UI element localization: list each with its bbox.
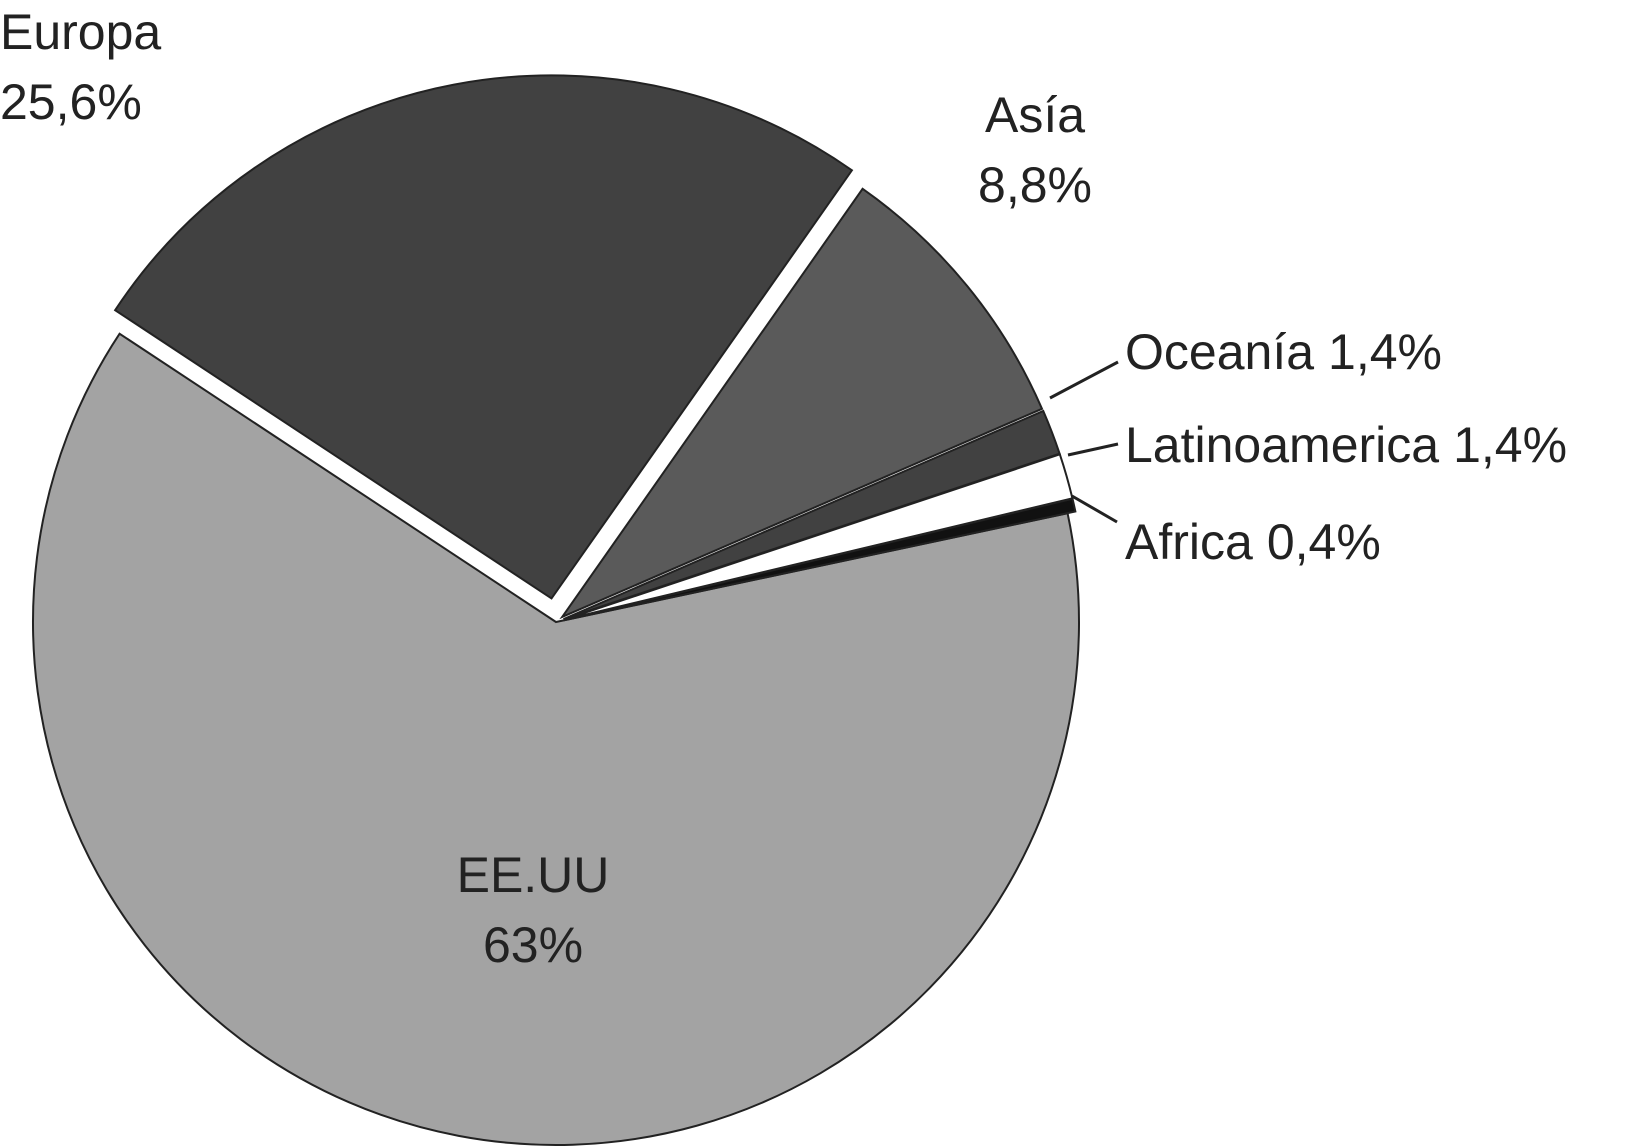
slice-label: Asía	[985, 87, 1085, 143]
slice-label: EE.UU	[457, 847, 610, 903]
slice-label-group: Oceanía 1,4%	[1125, 324, 1442, 380]
leader-line	[1049, 360, 1119, 400]
pie-slice	[563, 497, 1077, 622]
slice-label: Latinoamerica	[1125, 417, 1439, 473]
leader-line	[1071, 494, 1118, 524]
pie-slice	[113, 74, 854, 600]
value-label: 0,4%	[1267, 514, 1381, 570]
pie-slice	[559, 187, 1044, 620]
slice-label-group: Latinoamerica 1,4%	[1125, 417, 1567, 473]
value-label: 1,4%	[1453, 417, 1567, 473]
slice-label: Africa	[1125, 514, 1253, 570]
value-label: 25,6%	[0, 74, 142, 130]
value-label: 1,4%	[1328, 324, 1442, 380]
slice-label: Oceanía	[1125, 324, 1314, 380]
leader-line	[1067, 442, 1119, 457]
value-label: 8,8%	[978, 157, 1092, 213]
value-label: 63%	[483, 917, 583, 973]
slice-label: Europa	[0, 4, 161, 60]
pie-slice	[31, 332, 1080, 1146]
slice-label-group: Africa 0,4%	[1125, 514, 1381, 570]
